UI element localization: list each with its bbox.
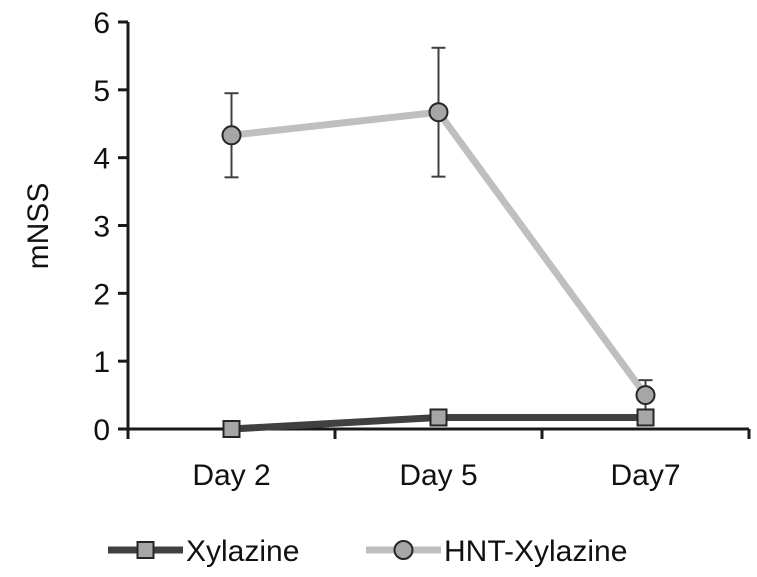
legend-swatch-marker	[136, 541, 155, 559]
legend-item-xylazine: Xylazine	[108, 535, 299, 568]
x-tick-label: Day 5	[399, 459, 477, 492]
legend-swatch-marker	[393, 540, 414, 560]
y-tick-label: 2	[93, 278, 110, 311]
y-tick-label: 3	[93, 211, 110, 244]
data-point	[429, 408, 448, 427]
y-tick-label: 5	[93, 75, 110, 108]
y-tick-label: 4	[93, 143, 110, 176]
legend-label: HNT-Xylazine	[444, 535, 627, 568]
x-tick-label: Day 2	[192, 459, 270, 492]
legend-item-hnt-xylazine: HNT-Xylazine	[366, 535, 627, 568]
x-tick-label: Day7	[610, 459, 680, 492]
series-hnt-xylazine	[221, 46, 656, 412]
data-point	[221, 125, 242, 146]
y-tick-label: 1	[93, 346, 110, 379]
data-point	[222, 420, 241, 438]
data-point	[428, 102, 449, 123]
series-xylazine	[222, 408, 655, 438]
y-tick-label: 6	[93, 7, 110, 40]
data-point	[635, 385, 656, 406]
data-point	[636, 408, 655, 427]
y-tick-label: 0	[93, 414, 110, 447]
legend-label: Xylazine	[186, 535, 299, 568]
y-axis-title: mNSS	[22, 183, 55, 270]
